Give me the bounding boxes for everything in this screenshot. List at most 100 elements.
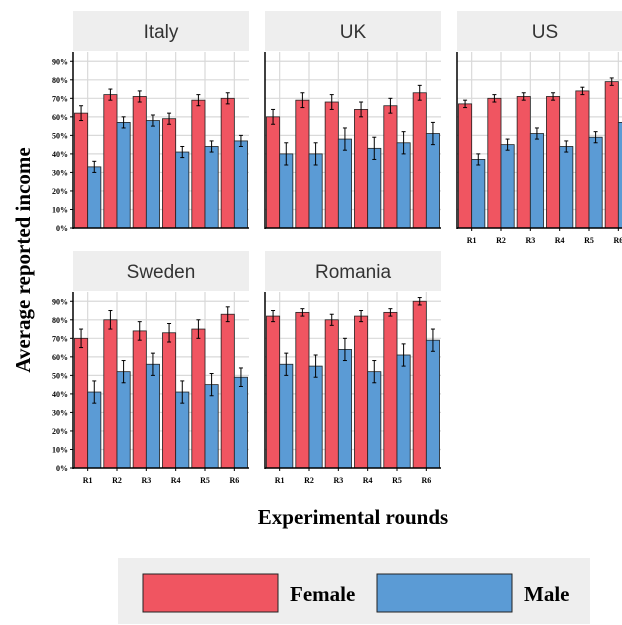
errorbar-male-R2: [505, 138, 510, 151]
errorbar-female-R6: [417, 84, 422, 101]
errorbar-female-R3: [137, 90, 142, 103]
bar-female-R5: [383, 105, 398, 229]
errorbar-male-R6: [238, 134, 243, 147]
bar-male-R5: [588, 136, 603, 229]
errorbar-female-R1: [79, 105, 84, 122]
bar-male-R4: [559, 146, 574, 229]
errorbar-female-R2: [300, 92, 305, 109]
errorbar-male-R5: [209, 373, 214, 397]
bar-female-R4: [354, 315, 369, 469]
bar-female-R3: [132, 96, 147, 229]
errorbar-female-R5: [580, 86, 585, 96]
bar-female-R3: [324, 319, 339, 469]
panel-title: UK: [340, 22, 367, 43]
panel-italy: Italy 0% 10% 20% 30% 40% 50% 60% 70% 80% 90%: [52, 11, 249, 233]
bar-male-R1: [87, 166, 102, 229]
errorbar-female-R3: [329, 313, 334, 326]
bar-female-R6: [220, 97, 235, 229]
x-tick-label: R1: [467, 236, 477, 245]
bar-male-R6: [233, 140, 248, 229]
errorbar-male-R5: [401, 343, 406, 367]
errorbar-male-R4: [372, 136, 377, 160]
x-tick-label: R2: [304, 476, 314, 485]
panel-title: Romania: [315, 262, 391, 283]
y-tick-label: 30%: [52, 408, 68, 417]
bar-male-R3: [337, 349, 352, 469]
y-tick-label: 20%: [52, 187, 68, 196]
panel-sweden: Sweden 0% 10% 20% 30% 40% 50% 60% 70% 80% 90% R1 R2 R…: [52, 251, 249, 485]
errorbar-female-R3: [137, 321, 142, 341]
bar-female-R2: [487, 97, 502, 229]
x-tick-label: R2: [112, 476, 122, 485]
errorbar-female-R4: [359, 101, 364, 118]
errorbar-female-R4: [551, 92, 556, 101]
errorbar-female-R6: [225, 306, 230, 323]
y-tick-label: 10%: [52, 445, 68, 454]
errorbar-male-R2: [121, 116, 126, 129]
bar-female-R1: [458, 103, 473, 229]
errorbar-female-R1: [271, 310, 276, 323]
errorbar-male-R2: [313, 142, 318, 166]
bar-male-R3: [337, 138, 352, 229]
bar-female-R1: [74, 112, 89, 229]
bar-female-R5: [191, 99, 206, 229]
y-tick-label: 0%: [56, 224, 68, 233]
errorbar-male-R5: [209, 140, 214, 153]
bar-female-R6: [604, 81, 619, 229]
bar-female-R6: [412, 300, 427, 469]
errorbar-female-R1: [463, 99, 468, 109]
x-tick-label: R6: [421, 476, 431, 485]
errorbar-male-R4: [180, 145, 185, 159]
bar-male-R5: [204, 146, 219, 229]
y-tick-label: 30%: [52, 168, 68, 177]
errorbar-female-R4: [359, 310, 364, 323]
panel-title: Sweden: [127, 262, 196, 283]
bar-female-R4: [162, 332, 177, 469]
bar-female-R4: [546, 96, 561, 229]
legend-swatch-female: [142, 573, 279, 613]
y-tick-label: 70%: [52, 334, 68, 343]
bar-male-R4: [367, 147, 382, 229]
y-tick-label: 70%: [52, 94, 68, 103]
bar-female-R1: [266, 116, 281, 229]
errorbar-male-R1: [92, 160, 97, 173]
errorbar-female-R3: [329, 94, 334, 110]
x-tick-label: R4: [171, 476, 181, 485]
x-tick-label: R1: [83, 476, 93, 485]
y-tick-label: 90%: [52, 297, 68, 306]
errorbar-male-R6: [238, 367, 243, 387]
errorbar-male-R5: [593, 131, 598, 144]
bar-male-R6: [425, 339, 440, 469]
bar-male-R3: [529, 133, 544, 229]
bar-female-R6: [220, 313, 235, 469]
bar-male-R4: [175, 151, 190, 229]
panel-strip: [265, 251, 441, 291]
panel-strip: [73, 11, 249, 51]
bar-male-R6: [233, 376, 248, 469]
bar-male-R3: [145, 120, 160, 229]
x-tick-label: R5: [200, 476, 210, 485]
errorbar-female-R2: [300, 308, 305, 317]
errorbar-male-R1: [284, 352, 289, 376]
panels-layer: Italy 0% 10% 20% 30% 40% 50% 60% 70% 80% 90% UK US R1…: [52, 11, 622, 485]
legend-label-male: Male: [524, 582, 569, 606]
errorbar-female-R2: [108, 310, 113, 330]
bar-male-R2: [116, 371, 131, 469]
bar-female-R3: [132, 330, 147, 469]
bar-male-R5: [396, 142, 411, 229]
errorbar-female-R5: [388, 97, 393, 114]
errorbar-male-R3: [534, 127, 539, 140]
errorbar-male-R1: [284, 142, 289, 166]
bar-male-R6: [425, 133, 440, 229]
errorbar-female-R6: [225, 92, 230, 105]
y-tick-label: 50%: [52, 131, 68, 140]
bar-female-R2: [103, 94, 118, 229]
errorbar-male-R3: [342, 127, 347, 151]
legend-swatch-male: [376, 573, 513, 613]
y-axis-title: Average reported income: [11, 147, 35, 372]
panel-strip: [265, 11, 441, 51]
y-tick-label: 60%: [52, 113, 68, 122]
bar-female-R2: [103, 319, 118, 469]
errorbar-female-R6: [609, 77, 614, 86]
errorbar-male-R1: [476, 153, 481, 166]
